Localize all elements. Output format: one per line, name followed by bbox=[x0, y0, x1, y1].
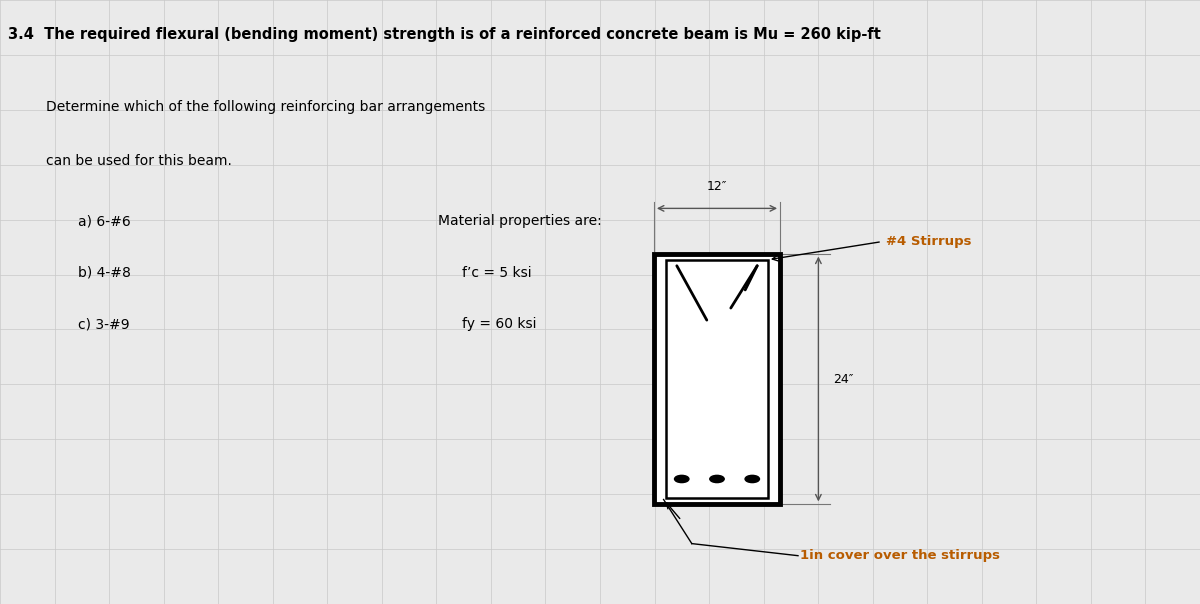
Text: b) 4-#8: b) 4-#8 bbox=[78, 266, 131, 280]
Text: 3.4  The required flexural (bending moment) strength is of a reinforced concrete: 3.4 The required flexural (bending momen… bbox=[8, 27, 881, 42]
Bar bbox=[654, 254, 780, 504]
Text: 1in cover over the stirrups: 1in cover over the stirrups bbox=[800, 549, 1001, 562]
Text: #4 Stirrups: #4 Stirrups bbox=[886, 235, 971, 248]
Circle shape bbox=[710, 475, 725, 483]
Text: a) 6-#6: a) 6-#6 bbox=[78, 214, 131, 228]
Text: 24″: 24″ bbox=[833, 373, 853, 385]
Text: Material properties are:: Material properties are: bbox=[438, 214, 601, 228]
Text: 12″: 12″ bbox=[707, 180, 727, 193]
Text: fy = 60 ksi: fy = 60 ksi bbox=[462, 317, 536, 331]
Text: f’c = 5 ksi: f’c = 5 ksi bbox=[462, 266, 532, 280]
Text: c) 3-#9: c) 3-#9 bbox=[78, 317, 130, 331]
Circle shape bbox=[674, 475, 689, 483]
Text: Determine which of the following reinforcing bar arrangements: Determine which of the following reinfor… bbox=[46, 100, 485, 114]
Bar bbox=[654, 254, 780, 504]
Bar bbox=[666, 260, 768, 498]
Circle shape bbox=[745, 475, 760, 483]
Text: can be used for this beam.: can be used for this beam. bbox=[46, 154, 232, 168]
